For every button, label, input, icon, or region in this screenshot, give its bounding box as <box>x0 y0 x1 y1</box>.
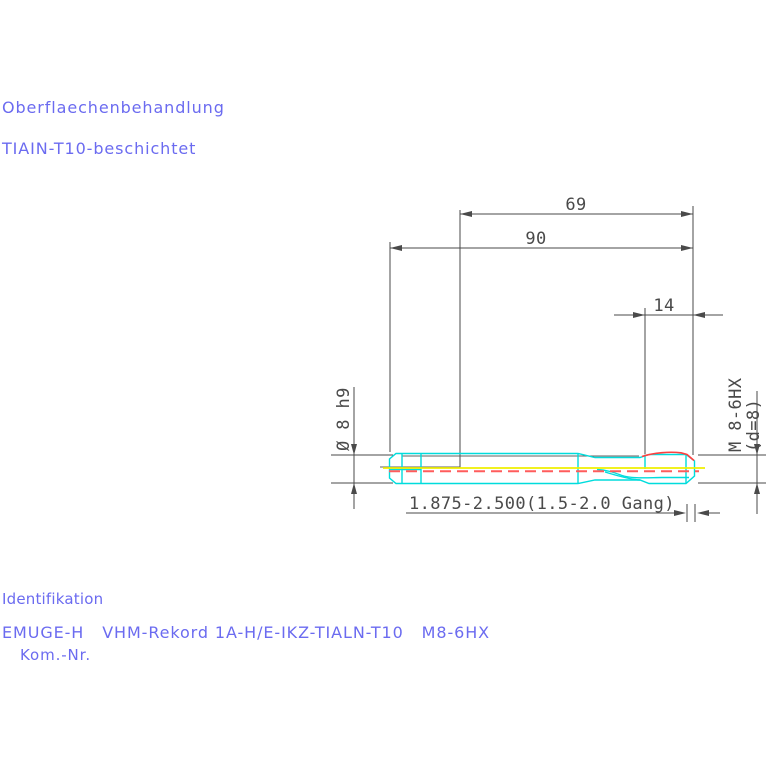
arrow-shankdia-bottom <box>351 483 357 494</box>
arrow-14-right <box>693 312 705 318</box>
arrow-90-right <box>681 245 693 251</box>
dim-text-90: 90 <box>525 229 546 249</box>
dim-text-pitch-range: 1.875-2.500(1.5-2.0 Gang) <box>409 494 675 514</box>
arrow-shankdia-top <box>351 444 357 455</box>
dim-text-69: 69 <box>565 195 586 215</box>
tap-tool-view <box>380 451 705 485</box>
arrow-pitch-left <box>674 510 686 516</box>
arrow-threaddia-bottom <box>754 483 760 494</box>
thread-crest-red-edge <box>641 451 695 462</box>
kom-nr-label: Kom.-Nr. <box>20 646 92 664</box>
extension-lines <box>331 206 766 484</box>
arrow-69-right <box>681 211 693 217</box>
surface-treatment-label: Oberflaechenbehandlung <box>2 98 225 117</box>
flute-curve-upper <box>596 468 689 479</box>
dim-text-thread-spec: M 8-6HX <box>726 377 746 452</box>
identification-label: Identifikation <box>2 590 104 608</box>
dim-text-shank-diameter: Ø 8 h9 <box>334 387 354 451</box>
dim-text-thread-note: (d=8) <box>744 399 764 452</box>
dimension-texts: 69 90 14 Ø 8 h9 M 8-6HX (d=8) 1.875-2.50… <box>334 195 764 514</box>
surface-treatment-value: TIAIN-T10-beschichtet <box>2 139 197 158</box>
flute-curve-lower <box>604 471 641 481</box>
arrow-threaddia-top <box>754 444 760 455</box>
arrow-pitch-right <box>697 510 709 516</box>
dim-text-14: 14 <box>653 296 674 316</box>
arrow-69-left <box>460 211 472 217</box>
dimension-lines <box>353 213 758 522</box>
dimension-arrows <box>351 211 760 516</box>
arrow-14-left <box>633 312 645 318</box>
arrow-90-left <box>390 245 402 251</box>
identification-product-line: EMUGE-H VHM-Rekord 1A-H/E-IKZ-TIALN-T10 … <box>2 623 491 642</box>
